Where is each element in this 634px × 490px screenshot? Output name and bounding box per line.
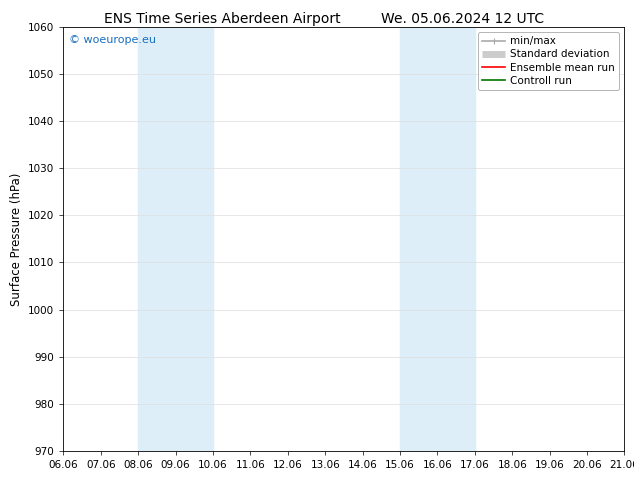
Text: © woeurope.eu: © woeurope.eu: [69, 35, 156, 46]
Y-axis label: Surface Pressure (hPa): Surface Pressure (hPa): [10, 172, 23, 306]
Text: We. 05.06.2024 12 UTC: We. 05.06.2024 12 UTC: [381, 12, 545, 26]
Bar: [138, 27, 213, 451]
Text: ENS Time Series Aberdeen Airport: ENS Time Series Aberdeen Airport: [103, 12, 340, 26]
Bar: [400, 27, 475, 451]
Legend: min/max, Standard deviation, Ensemble mean run, Controll run: min/max, Standard deviation, Ensemble me…: [478, 32, 619, 90]
